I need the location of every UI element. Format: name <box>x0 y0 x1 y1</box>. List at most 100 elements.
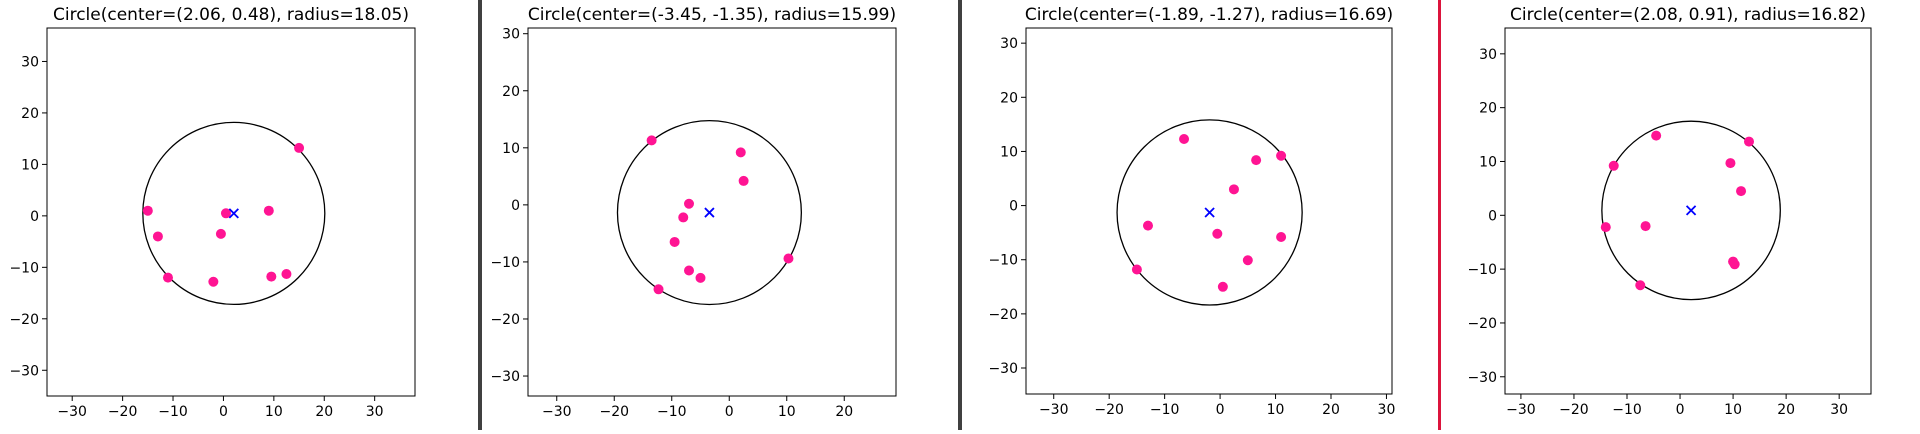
y-tick-label: −30 <box>1467 370 1497 386</box>
x-tick-label: −20 <box>108 404 138 420</box>
plot-frame <box>527 27 897 397</box>
chart-title: Circle(center=(-3.45, -1.35), radius=15.… <box>528 5 896 25</box>
data-point <box>1251 155 1262 166</box>
x-tick-label: −30 <box>542 404 572 420</box>
y-tick-label: 20 <box>502 84 520 100</box>
scatter-chart-4: Circle(center=(2.08, 0.91), radius=16.82… <box>1467 5 1872 418</box>
data-point <box>1179 133 1190 144</box>
plot-frame <box>1504 27 1872 395</box>
center-marker <box>1204 207 1215 218</box>
y-tick-label: 0 <box>1009 199 1018 215</box>
scatter-chart-2: Circle(center=(-3.45, -1.35), radius=15.… <box>490 5 897 420</box>
y-tick-label: 0 <box>511 198 520 214</box>
chart-title: Circle(center=(2.06, 0.48), radius=18.05… <box>53 5 409 25</box>
y-tick-label: −30 <box>490 369 520 385</box>
y-tick-label: −10 <box>9 260 39 276</box>
y-tick-label: −30 <box>988 361 1018 377</box>
y-tick-label: −20 <box>1467 316 1497 332</box>
data-point <box>1242 255 1253 266</box>
data-point <box>1744 136 1754 147</box>
scatter-chart-1: Circle(center=(2.06, 0.48), radius=18.05… <box>9 5 416 420</box>
data-point <box>695 272 706 283</box>
y-tick-label: −10 <box>1467 262 1497 278</box>
fitted-circle <box>616 119 803 306</box>
data-point <box>1276 150 1287 161</box>
panel-separator-1 <box>478 0 482 430</box>
y-tick-label: 10 <box>502 141 520 157</box>
y-tick-label: −20 <box>490 312 520 328</box>
data-point <box>1725 158 1736 169</box>
y-tick-label: −10 <box>988 253 1018 269</box>
x-tick-label: 10 <box>1724 402 1742 418</box>
center-marker-stroke <box>704 207 715 218</box>
y-tick-label: 0 <box>1488 208 1497 224</box>
data-point <box>1640 221 1651 232</box>
x-tick-label: 20 <box>1777 402 1795 418</box>
chart-panel-1: Circle(center=(2.06, 0.48), radius=18.05… <box>0 0 480 430</box>
chart-panel-3: Circle(center=(-1.89, -1.27), radius=16.… <box>962 0 1442 430</box>
x-tick-label: 10 <box>778 404 796 420</box>
y-tick-label: −10 <box>490 255 520 271</box>
data-point <box>1212 228 1223 239</box>
plot-frame <box>1025 27 1393 395</box>
y-tick-label: 30 <box>21 54 39 70</box>
chart-title: Circle(center=(2.08, 0.91), radius=16.82… <box>1510 5 1866 25</box>
y-tick-label: 30 <box>1479 47 1497 63</box>
y-tick-label: 20 <box>21 106 39 122</box>
x-tick-label: −10 <box>657 404 687 420</box>
data-point <box>1600 222 1611 233</box>
data-point <box>646 135 657 146</box>
y-tick-label: 0 <box>30 209 39 225</box>
plot-frame <box>46 27 416 397</box>
x-tick-label: 30 <box>366 404 384 420</box>
x-tick-label: −10 <box>158 404 188 420</box>
y-tick-label: 10 <box>21 157 39 173</box>
data-point <box>215 228 226 239</box>
y-tick-label: 20 <box>1479 101 1497 117</box>
panel-separator-3 <box>1438 0 1441 430</box>
data-point <box>294 142 305 153</box>
x-tick-label: 0 <box>1216 402 1225 418</box>
fitted-circle <box>1116 119 1303 306</box>
center-marker <box>1685 205 1697 216</box>
y-tick-label: −20 <box>988 307 1018 323</box>
data-point <box>152 231 163 242</box>
y-tick-label: 20 <box>1000 90 1018 106</box>
x-tick-label: −20 <box>1559 402 1589 418</box>
x-tick-label: 30 <box>1830 402 1848 418</box>
y-tick-label: −20 <box>9 312 39 328</box>
x-tick-label: −30 <box>57 404 87 420</box>
center-marker-stroke <box>228 208 239 219</box>
chart-panel-4: Circle(center=(2.08, 0.91), radius=16.82… <box>1441 0 1920 430</box>
data-point <box>1729 259 1740 270</box>
scatter-chart-3: Circle(center=(-1.89, -1.27), radius=16.… <box>988 5 1395 418</box>
x-tick-label: −10 <box>1612 402 1642 418</box>
x-tick-label: −10 <box>1150 402 1180 418</box>
data-point <box>1635 280 1646 291</box>
data-point <box>1276 231 1287 242</box>
center-marker-stroke <box>1685 205 1697 216</box>
data-point <box>738 175 749 186</box>
x-tick-label: 10 <box>265 404 283 420</box>
data-point <box>684 198 694 209</box>
chart-title: Circle(center=(-1.89, -1.27), radius=16.… <box>1025 5 1393 25</box>
x-tick-label: −30 <box>1506 402 1536 418</box>
data-point <box>266 271 277 282</box>
data-point <box>281 269 292 280</box>
x-tick-label: 10 <box>1267 402 1285 418</box>
y-tick-label: 30 <box>502 27 520 43</box>
x-tick-label: 0 <box>725 404 734 420</box>
x-tick-label: 0 <box>1676 402 1685 418</box>
data-point <box>1228 184 1239 195</box>
data-point <box>678 212 689 223</box>
data-point <box>669 236 680 247</box>
data-point <box>162 272 173 283</box>
data-point <box>1608 160 1619 171</box>
data-point <box>208 276 219 287</box>
data-point <box>220 208 231 219</box>
x-tick-label: −30 <box>1039 402 1069 418</box>
x-tick-label: −20 <box>1094 402 1124 418</box>
y-tick-label: 10 <box>1479 154 1497 170</box>
y-tick-label: 10 <box>1000 144 1018 160</box>
x-tick-label: −20 <box>599 404 629 420</box>
